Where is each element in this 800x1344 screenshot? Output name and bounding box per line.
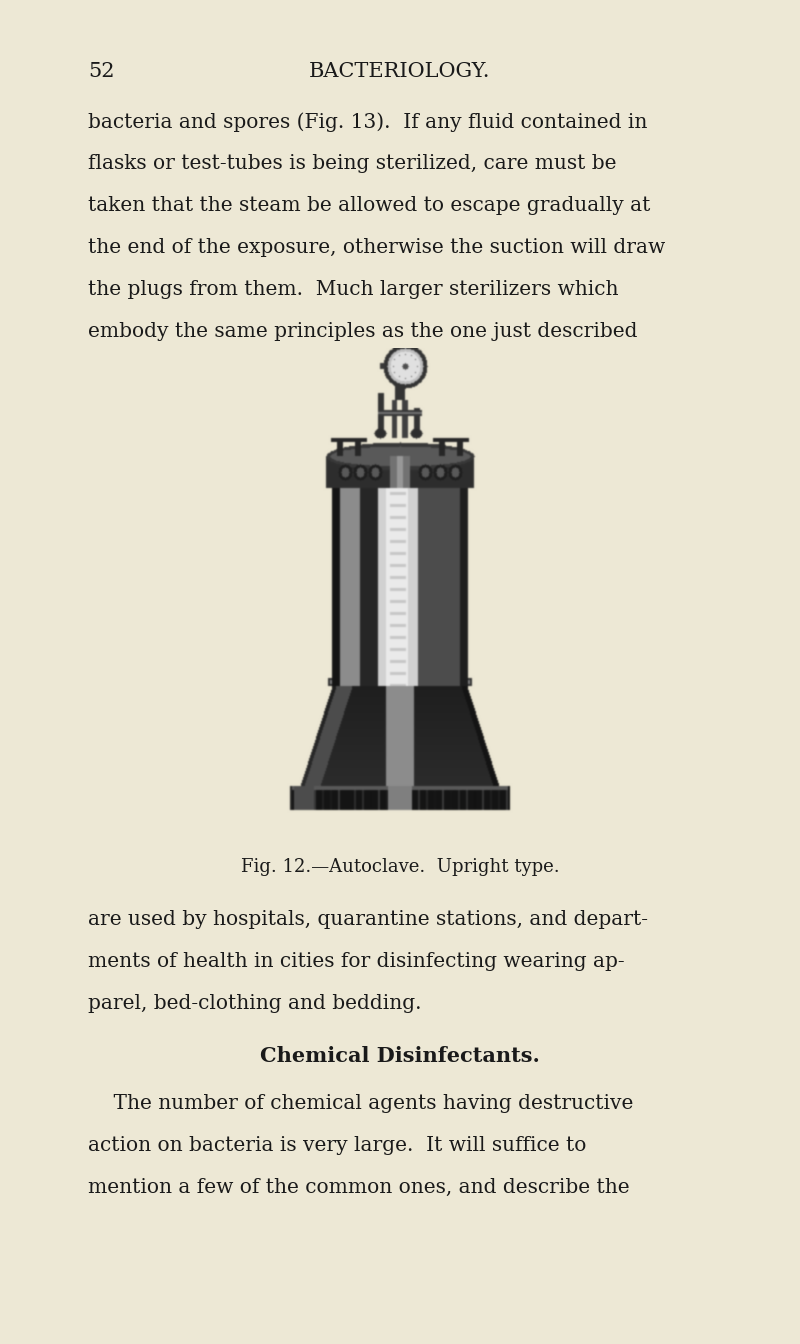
Text: taken that the steam be allowed to escape gradually at: taken that the steam be allowed to escap… — [88, 196, 650, 215]
Text: ments of health in cities for disinfecting wearing ap-: ments of health in cities for disinfecti… — [88, 952, 625, 970]
Text: Fig. 12.—Autoclave.  Upright type.: Fig. 12.—Autoclave. Upright type. — [241, 857, 559, 876]
Text: embody the same principles as the one just described: embody the same principles as the one ju… — [88, 323, 638, 341]
Text: parel, bed-clothing and bedding.: parel, bed-clothing and bedding. — [88, 995, 422, 1013]
Text: are used by hospitals, quarantine stations, and depart-: are used by hospitals, quarantine statio… — [88, 910, 648, 929]
Text: 52: 52 — [88, 62, 114, 81]
Text: the plugs from them.  Much larger sterilizers which: the plugs from them. Much larger sterili… — [88, 280, 618, 298]
Text: the end of the exposure, otherwise the suction will draw: the end of the exposure, otherwise the s… — [88, 238, 666, 257]
Text: BACTERIOLOGY.: BACTERIOLOGY. — [310, 62, 490, 81]
Text: flasks or test-tubes is being sterilized, care must be: flasks or test-tubes is being sterilized… — [88, 155, 617, 173]
Text: bacteria and spores (Fig. 13).  If any fluid contained in: bacteria and spores (Fig. 13). If any fl… — [88, 112, 647, 132]
Text: The number of chemical agents having destructive: The number of chemical agents having des… — [88, 1094, 634, 1113]
Text: mention a few of the common ones, and describe the: mention a few of the common ones, and de… — [88, 1177, 630, 1198]
Text: action on bacteria is very large.  It will suffice to: action on bacteria is very large. It wil… — [88, 1136, 586, 1154]
Text: Chemical Disinfectants.: Chemical Disinfectants. — [260, 1046, 540, 1066]
